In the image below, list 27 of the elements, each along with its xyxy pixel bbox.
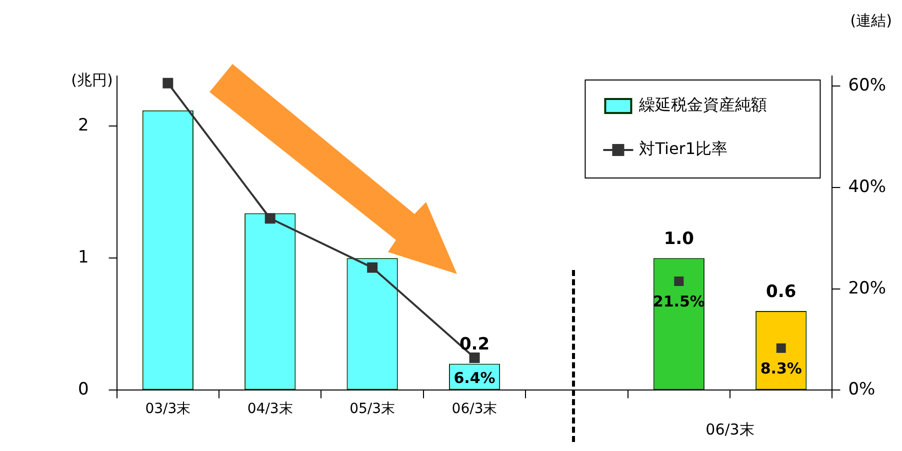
data-label: 1.0 [664,229,694,250]
y2-tick-label: 20% [848,278,886,298]
x-tick-label: 05/3末 [350,401,396,418]
y-tick-label: 0 [78,380,89,400]
legend-label: 対Tier1比率 [639,139,728,158]
y2-tick-label: 60% [848,76,886,96]
point [264,213,276,224]
y-tick-label: 2 [78,116,89,136]
point [162,78,174,88]
x-tick-label: 03/3末 [145,401,191,418]
y-axis-title: (兆円) [71,70,113,89]
point [674,276,684,286]
text: 06/3末 [706,420,754,438]
point [367,262,378,273]
legend-label: 繰延税金資産純額 [638,95,768,114]
text: (連結) [850,11,892,30]
y2-tick-label: 40% [848,176,886,197]
data-label: 0.6 [766,282,796,302]
x-tick-label: 06/3末 [452,401,498,418]
x-tick-label: 04/3末 [247,401,293,418]
y2-tick-label: 0% [848,380,876,400]
data-label: 0.2 [459,334,490,355]
data-label: 8.3% [760,360,802,378]
point [469,352,480,364]
y-tick-label: 1 [78,248,89,268]
data-label: 6.4% [454,369,496,388]
point [776,343,786,353]
